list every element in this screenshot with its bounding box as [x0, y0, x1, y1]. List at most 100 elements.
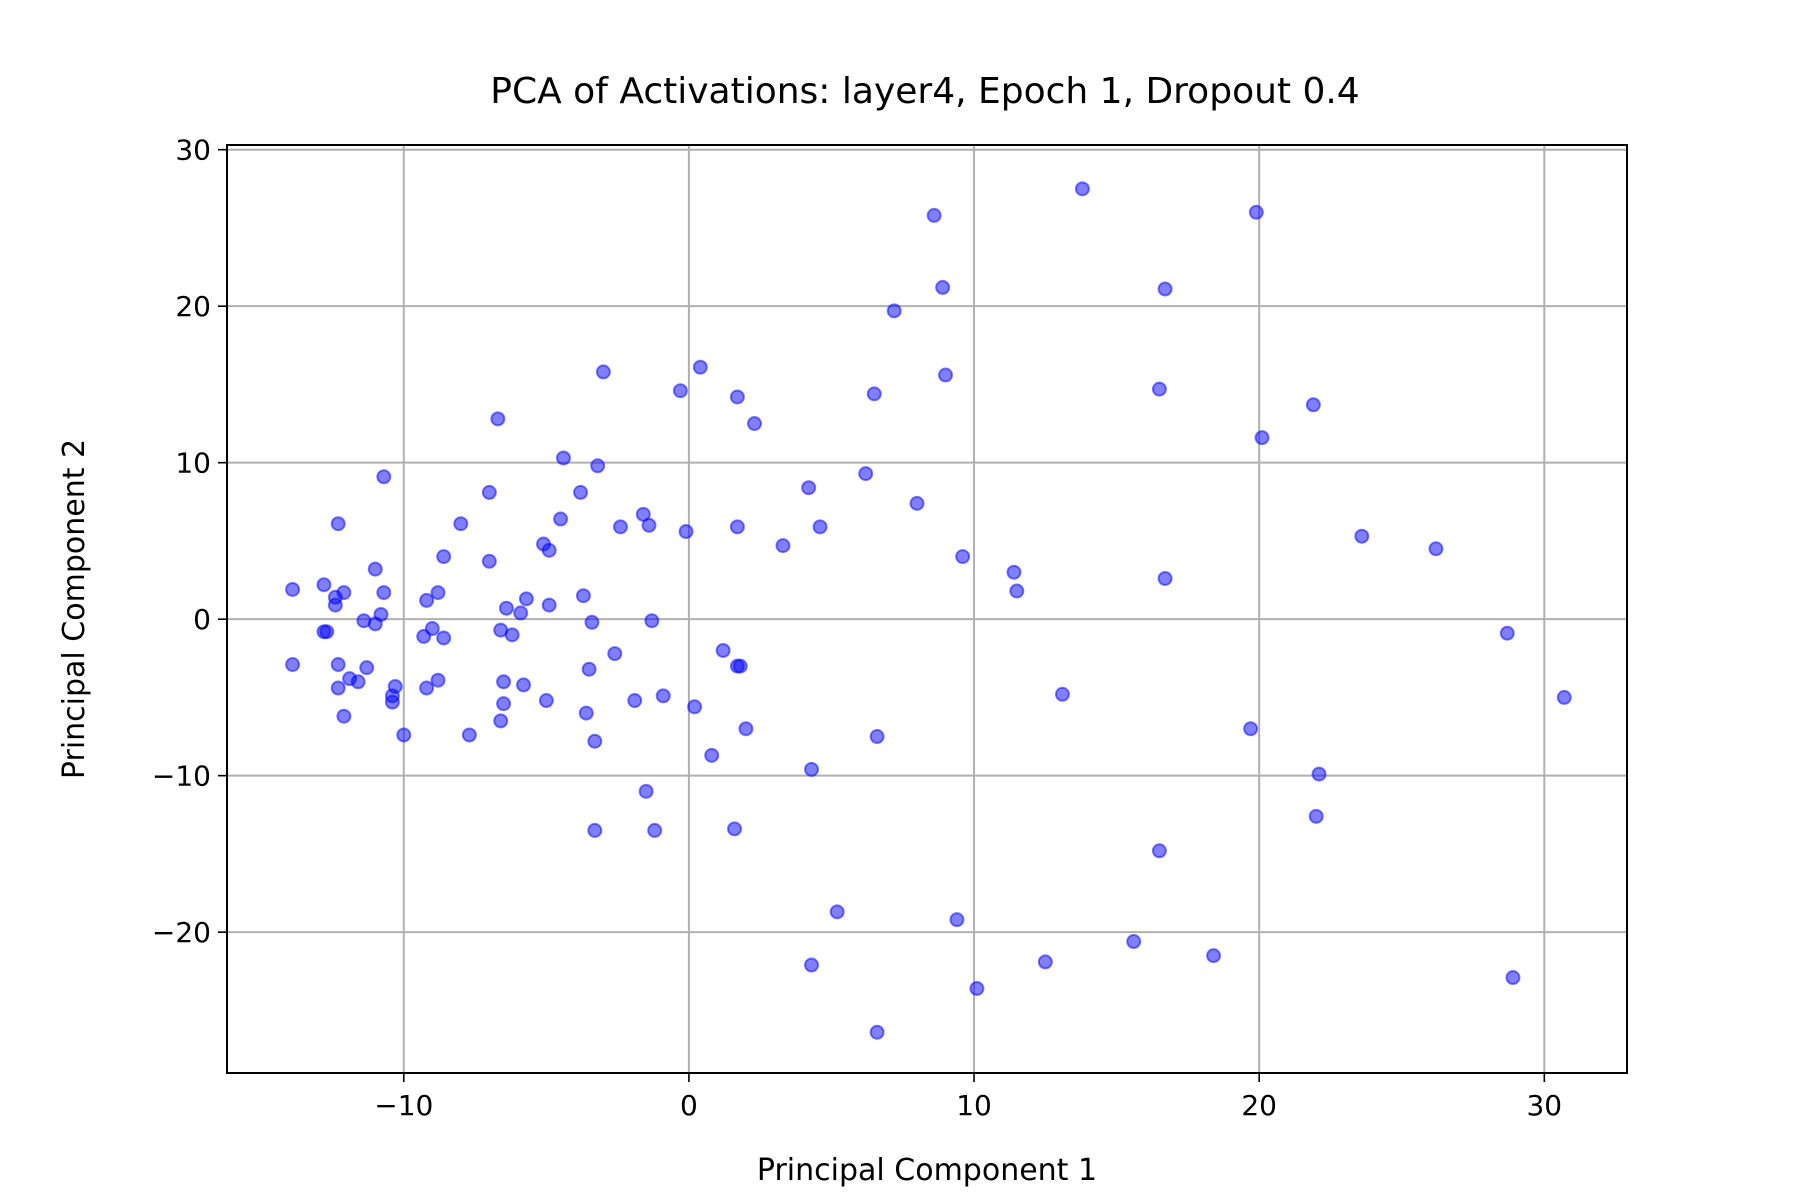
scatter-point: [581, 661, 597, 677]
scatter-point: [627, 693, 643, 709]
scatter-point: [1305, 397, 1321, 413]
plot-frame: [226, 144, 1628, 1074]
scatter-point: [1354, 528, 1370, 544]
scatter-point: [336, 708, 352, 724]
scatter-point: [376, 585, 392, 601]
scatter-point: [350, 674, 366, 690]
scatter-point: [316, 577, 332, 593]
x-tick-label: 20: [1241, 1089, 1277, 1122]
scatter-point: [1157, 281, 1173, 297]
scatter-point: [1556, 689, 1572, 705]
scatter-point: [416, 628, 432, 644]
scatter-point: [746, 416, 762, 432]
y-tick-label: 10: [175, 447, 211, 480]
scatter-point: [1054, 686, 1070, 702]
scatter-point: [496, 674, 512, 690]
scatter-point: [1126, 934, 1142, 950]
scatter-point: [384, 694, 400, 710]
scatter-point: [330, 516, 346, 532]
y-tick-label: 30: [175, 134, 211, 167]
scatter-point: [541, 542, 557, 558]
scatter-point: [584, 614, 600, 630]
scatter-point: [1254, 430, 1270, 446]
scatter-point: [1505, 970, 1521, 986]
scatter-point: [419, 592, 435, 608]
scatter-point: [518, 591, 534, 607]
scatter-point: [1151, 381, 1167, 397]
scatter-point: [804, 957, 820, 973]
scatter-point: [1009, 583, 1025, 599]
scatter-point: [729, 519, 745, 535]
scatter-point: [812, 519, 828, 535]
scatter-point: [1308, 808, 1324, 824]
scatter-point: [493, 713, 509, 729]
scatter-point: [587, 822, 603, 838]
scatter-point: [647, 822, 663, 838]
scatter-point: [641, 517, 657, 533]
scatter-point: [541, 597, 557, 613]
scatter-point: [1037, 954, 1053, 970]
scatter-point: [573, 484, 589, 500]
scatter-point: [436, 549, 452, 565]
scatter-point: [678, 524, 694, 540]
scatter-point: [938, 367, 954, 383]
scatter-point: [704, 747, 720, 763]
scatter-point: [461, 727, 477, 743]
scatter-point: [575, 588, 591, 604]
scatter-point: [692, 359, 708, 375]
scatter-point: [955, 549, 971, 565]
scatter-point: [481, 484, 497, 500]
y-tick-label: 0: [193, 603, 211, 636]
scatter-point: [612, 519, 628, 535]
scatter-point: [367, 561, 383, 577]
scatter-point: [516, 677, 532, 693]
scatter-point: [969, 980, 985, 996]
scatter-point: [1074, 181, 1090, 197]
scatter-point: [555, 450, 571, 466]
scatter-point: [775, 538, 791, 554]
scatter-point: [869, 729, 885, 745]
grid-lines: [227, 145, 1627, 1073]
scatter-point: [829, 904, 845, 920]
scatter-point: [553, 511, 569, 527]
scatter-point: [430, 585, 446, 601]
scatter-point: [1006, 564, 1022, 580]
scatter-point: [330, 657, 346, 673]
scatter-point: [490, 411, 506, 427]
scatter-point: [949, 912, 965, 928]
scatter-point: [453, 516, 469, 532]
scatter-point: [1428, 541, 1444, 557]
scatter-point: [804, 761, 820, 777]
x-tick-label: 30: [1526, 1089, 1562, 1122]
scatter-point: [935, 279, 951, 295]
scatter-point: [672, 383, 688, 399]
scatter-point: [513, 605, 529, 621]
scatter-point: [578, 705, 594, 721]
scatter-point: [285, 657, 301, 673]
scatter-point: [1499, 625, 1515, 641]
scatter-point: [687, 699, 703, 715]
x-axis-label: Principal Component 1: [757, 1153, 1097, 1188]
scatter-point: [1206, 948, 1222, 964]
scatter-point: [330, 680, 346, 696]
scatter-point: [587, 733, 603, 749]
scatter-point: [607, 646, 623, 662]
scatter-point: [886, 303, 902, 319]
scatter-point: [727, 821, 743, 837]
scatter-point: [327, 597, 343, 613]
axis-ticks: −10 0 10 20 30 −20 −10 0 10 20 30: [152, 134, 1562, 1122]
scatter-point: [1151, 843, 1167, 859]
scatter-point: [285, 581, 301, 597]
x-tick-label: 0: [680, 1089, 698, 1122]
scatter-point: [498, 600, 514, 616]
scatter-point: [732, 658, 748, 674]
scatter-point: [538, 693, 554, 709]
scatter-point: [869, 1024, 885, 1040]
y-tick-label: 20: [175, 290, 211, 323]
scatter-point: [496, 696, 512, 712]
scatter-point: [715, 642, 731, 658]
scatter-point: [858, 466, 874, 482]
scatter-point: [367, 616, 383, 632]
scatter-point: [376, 469, 392, 485]
scatter-point: [738, 721, 754, 737]
